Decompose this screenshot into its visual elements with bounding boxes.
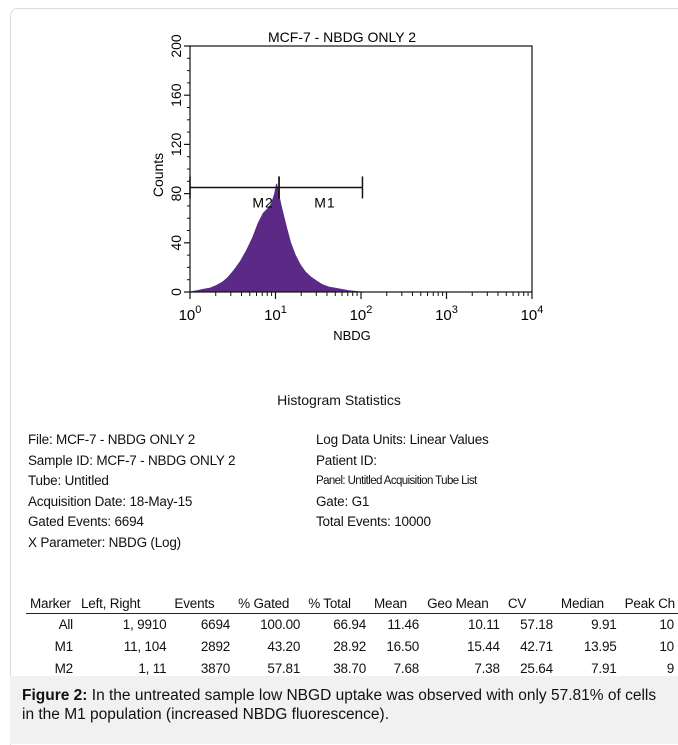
plot-frame <box>189 45 533 293</box>
column-header: Mean <box>374 596 407 611</box>
x-axis-label: NBDG <box>333 328 371 343</box>
table-cell: 6694 <box>200 617 231 632</box>
chart-title: MCF-7 - NBDG ONLY 2 <box>268 29 416 45</box>
column-header: Peak Ch <box>624 596 676 611</box>
figure-caption: Figure 2: In the untreated sample low NB… <box>10 676 678 744</box>
table-cell: 42.71 <box>520 639 553 654</box>
y-tick-label: 80 <box>168 186 184 202</box>
table-cell: 7.68 <box>393 661 420 676</box>
table-cell: 9 <box>666 661 675 676</box>
marker-label: M2 <box>252 194 273 210</box>
table-cell: 1, 9910 <box>122 617 167 632</box>
acquisition-date-field: Acquisition Date: 18-May-15 <box>28 493 193 509</box>
x-tick-label: 104 <box>521 304 544 324</box>
y-tick-label: 200 <box>168 34 184 58</box>
table-cell: 10.11 <box>468 617 500 632</box>
table-row: M2 1, 11 3870 57.81 38.70 7.68 7.38 25.6… <box>26 658 678 680</box>
caption-text: In the untreated sample low NBGD uptake … <box>22 687 657 723</box>
patient-id-field: Patient ID: <box>316 452 377 468</box>
tube-field: Tube: Untitled <box>28 473 109 488</box>
total-events-field: Total Events: 10000 <box>316 514 431 529</box>
table-cell: 57.81 <box>267 661 301 676</box>
table-cell: 10 <box>659 639 674 654</box>
table-row: M1 11, 104 2892 43.20 28.92 16.50 15.44 … <box>26 636 678 658</box>
column-header: Marker <box>30 596 71 611</box>
histogram-statistics-heading: Histogram Statistics <box>277 392 401 408</box>
table-cell: 15.44 <box>467 639 500 654</box>
table-cell: 7.91 <box>591 661 617 676</box>
histogram-fill <box>189 183 362 293</box>
y-tick-label: 0 <box>168 288 184 296</box>
table-cell: 57.18 <box>520 617 553 632</box>
marker-label: M1 <box>314 194 335 210</box>
table-cell: 13.95 <box>583 639 617 654</box>
column-header: Geo Mean <box>427 596 489 611</box>
table-cell: All <box>58 617 74 632</box>
figure-frame <box>10 8 678 745</box>
log-data-units-field: Log Data Units: Linear Values <box>316 432 489 447</box>
table-cell: 7.38 <box>474 661 500 676</box>
table-cell: M1 <box>54 639 74 654</box>
sample-id-field: Sample ID: MCF-7 - NBDG ONLY 2 <box>28 452 236 468</box>
x-parameter-field: X Parameter: NBDG (Log) <box>28 534 181 550</box>
y-tick-label: 160 <box>168 83 184 107</box>
file-field: File: MCF-7 - NBDG ONLY 2 <box>28 432 196 447</box>
table-row: All 1, 9910 6694 100.00 66.94 11.46 10.1… <box>26 614 678 637</box>
gate-field: Gate: G1 <box>316 493 370 509</box>
table-cell: 100.00 <box>260 617 301 632</box>
y-axis-label: Counts <box>150 153 166 197</box>
file-info-left: File: MCF-7 - NBDG ONLY 2 Sample ID: MCF… <box>28 430 236 553</box>
column-header: Left, Right <box>80 596 141 611</box>
x-tick-label: 102 <box>350 304 373 324</box>
y-tick-label: 120 <box>168 133 184 157</box>
panel-field: Panel: Untitled Acquisition Tube List <box>316 475 477 487</box>
column-header: CV <box>507 596 527 611</box>
table-cell: 1, 11 <box>138 661 167 676</box>
table-cell: 2892 <box>200 639 231 654</box>
y-tick-label: 40 <box>168 235 184 251</box>
x-tick-label: 103 <box>435 304 458 324</box>
column-header: % Gated <box>238 596 290 611</box>
table-cell: 25.64 <box>520 661 553 676</box>
table-cell: 16.50 <box>386 639 420 654</box>
table-cell: 43.20 <box>267 639 301 654</box>
column-header: % Total <box>308 596 351 611</box>
table-cell: 28.92 <box>333 639 367 654</box>
histogram-chart: MCF-7 - NBDG ONLY 2 Counts NBDG 0 40 80 120… <box>150 29 544 343</box>
table-cell: M2 <box>54 661 74 676</box>
file-info-right: Log Data Units: Linear Values Patient ID… <box>316 430 489 533</box>
table-cell: 38.70 <box>333 661 367 676</box>
caption-label: Figure 2: <box>22 687 88 704</box>
table-cell: 11.46 <box>387 617 420 632</box>
gated-events-field: Gated Events: 6694 <box>28 514 144 529</box>
table-cell: 9.91 <box>591 617 617 632</box>
marker-statistics-table: Marker Left, Right Events % Gated % Tota… <box>26 596 678 680</box>
table-cell: 10 <box>659 617 674 632</box>
column-header: Median <box>560 596 604 611</box>
x-tick-label: 101 <box>264 304 287 324</box>
x-tick-label: 100 <box>179 304 202 324</box>
table-cell: 66.94 <box>333 617 367 632</box>
table-cell: 3870 <box>200 661 231 676</box>
table-cell: 11, 104 <box>123 639 167 654</box>
column-header: Events <box>174 596 215 611</box>
table-header-row: Marker Left, Right Events % Gated % Tota… <box>26 596 678 614</box>
